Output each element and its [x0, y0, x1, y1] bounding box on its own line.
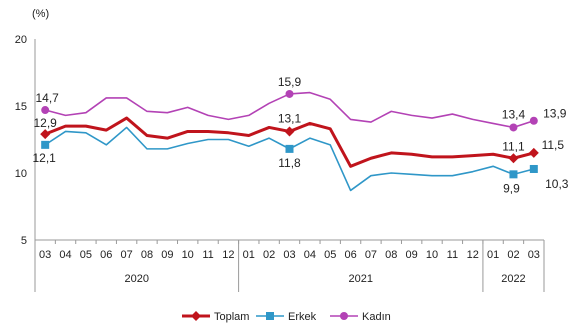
toplam-marker [40, 129, 51, 140]
x-tick-label: 09 [161, 249, 173, 261]
kadın-marker [285, 89, 294, 98]
y-tick-labels: 5 10 15 20 [15, 34, 27, 247]
x-tick-label: 04 [304, 249, 316, 261]
x-tick-label: 07 [365, 249, 377, 261]
y-tick-label: 10 [15, 168, 27, 180]
legend-label-erkek: Erkek [288, 311, 317, 323]
x-tick-label: 05 [324, 249, 336, 261]
y-tick-label: 15 [15, 101, 27, 113]
x-tick-label: 06 [344, 249, 356, 261]
x-tick-label: 04 [59, 249, 71, 261]
toplam-marker [508, 153, 519, 164]
kadın-data-label: 15,9 [278, 75, 302, 89]
x-tick-label: 11 [447, 249, 458, 261]
kadın-data-label: 14,7 [36, 91, 60, 105]
x-tick-labels: 03 04 05 06 07 08 09 10 11 12 01 02 03 04 05 06 07 08 09 10… [39, 249, 540, 261]
erkek-marker [41, 140, 50, 149]
axes [34, 39, 545, 292]
year-label: 2020 [125, 273, 149, 285]
kadın-marker [529, 116, 538, 125]
legend: Toplam Erkek Kadın [182, 311, 391, 323]
toplam-marker [284, 126, 295, 137]
x-tick-label: 08 [385, 249, 397, 261]
kadın-marker [509, 123, 518, 132]
legend-marker-toplam [191, 311, 201, 321]
legend-label-toplam: Toplam [214, 311, 249, 323]
kadın-data-label: 13,9 [543, 107, 567, 121]
erkek-data-label: 9,9 [503, 181, 520, 195]
x-tick-label: 01 [487, 249, 499, 261]
x-tick-label: 12 [222, 249, 234, 261]
x-tick-label: 03 [528, 249, 540, 261]
legend-marker-kadın [340, 312, 348, 320]
x-tick-label: 02 [507, 249, 519, 261]
year-label: 2022 [501, 273, 525, 285]
toplam-data-label: 11,5 [542, 138, 565, 152]
series-lines [44, 91, 535, 192]
erkek-data-label: 11,8 [278, 156, 301, 170]
x-tick-label: 12 [467, 249, 479, 261]
x-tick-label: 06 [100, 249, 112, 261]
erkek-marker [285, 144, 294, 153]
x-tick-label: 01 [243, 249, 255, 261]
data-labels: 12,9 13,1 11,1 11,5 12,1 11,8 9,9 10,3 14,7 15,9 1… [33, 75, 569, 195]
toplam-marker [528, 147, 539, 158]
legend-marker-erkek [266, 312, 274, 320]
y-axis-unit-label: (%) [32, 8, 49, 20]
toplam-data-label: 12,9 [34, 116, 58, 130]
kadın-data-label: 13,4 [502, 107, 526, 121]
x-tick-label: 02 [263, 249, 275, 261]
year-label: 2021 [349, 273, 373, 285]
kadın-marker [41, 106, 50, 115]
x-tick-label: 05 [80, 249, 92, 261]
x-tick-label: 11 [202, 249, 213, 261]
erkek-data-label: 12,1 [33, 151, 57, 165]
x-tick-label: 07 [120, 249, 132, 261]
x-tick-label: 09 [406, 249, 418, 261]
toplam-data-label: 11,1 [502, 139, 525, 153]
year-group-labels: 2020 2021 2022 [125, 273, 526, 285]
erkek-data-label: 10,3 [545, 177, 569, 191]
y-tick-label: 20 [15, 34, 27, 46]
x-tick-label: 08 [141, 249, 153, 261]
legend-label-kadın: Kadın [362, 311, 391, 323]
y-tick-label: 5 [21, 235, 27, 247]
x-tick-label: 03 [283, 249, 295, 261]
x-tick-label: 03 [39, 249, 51, 261]
x-tick-label: 10 [426, 249, 438, 261]
erkek-marker [529, 164, 538, 173]
series-markers [40, 89, 539, 179]
erkek-marker [509, 170, 518, 179]
x-tick-label: 10 [182, 249, 194, 261]
toplam-data-label: 13,1 [278, 111, 302, 125]
